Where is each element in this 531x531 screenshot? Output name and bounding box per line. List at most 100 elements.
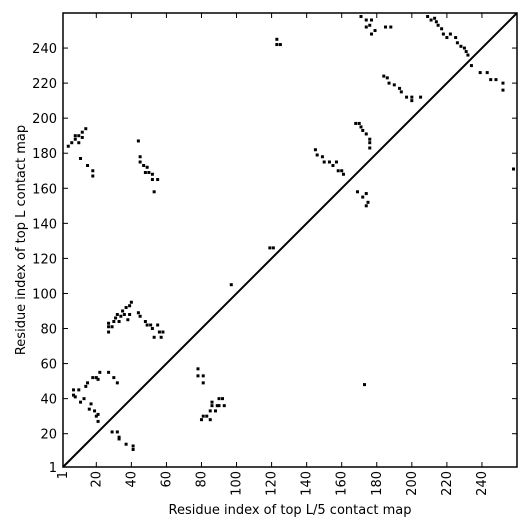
contact-point [315, 153, 319, 157]
contact-point [77, 134, 81, 138]
contact-point [138, 314, 142, 318]
y-tick-label: 220 [32, 77, 57, 92]
contact-point [419, 95, 423, 99]
contact-point [112, 320, 116, 324]
contact-point [364, 132, 368, 136]
contact-point [84, 384, 88, 388]
y-tick-label: 140 [32, 217, 57, 232]
contact-point [217, 404, 221, 408]
contact-point [96, 412, 100, 416]
contact-point [426, 15, 430, 19]
contact-point [201, 381, 205, 385]
contact-point [341, 172, 345, 176]
contact-point [433, 16, 437, 20]
contact-point [107, 325, 111, 329]
contact-point [150, 172, 154, 176]
contact-point [145, 323, 149, 327]
x-tick-label: 200 [405, 471, 420, 496]
contact-point [143, 171, 147, 175]
contact-point [398, 86, 402, 90]
contact-point [107, 321, 111, 325]
contact-point [73, 134, 77, 138]
contact-point [368, 23, 372, 27]
contact-point [91, 169, 95, 173]
contact-point [94, 376, 98, 380]
contact-point [77, 141, 81, 145]
contact-point [331, 164, 335, 168]
contact-point [117, 320, 121, 324]
contact-point [86, 381, 90, 385]
x-tick-label: 80 [194, 471, 209, 488]
contact-point [313, 148, 317, 152]
contact-point [445, 36, 449, 40]
contact-point [399, 90, 403, 94]
contact-point [436, 23, 440, 27]
y-tick-label: 80 [40, 323, 57, 338]
contact-point [361, 128, 365, 132]
contact-point [370, 18, 374, 22]
contact-point [410, 99, 414, 103]
y-tick-label: 20 [40, 428, 57, 443]
contact-point [152, 190, 156, 194]
contact-point [199, 418, 203, 422]
contact-point [448, 32, 452, 36]
contact-point [385, 76, 389, 80]
contact-point [501, 81, 505, 85]
contact-point [77, 388, 81, 392]
contact-point [462, 46, 466, 50]
contact-point [107, 330, 111, 334]
contact-point [150, 178, 154, 182]
contact-point [320, 155, 324, 159]
contact-point [434, 20, 438, 24]
contact-point [361, 195, 365, 199]
x-tick-label: 40 [124, 471, 139, 488]
contact-point [91, 376, 95, 380]
contact-point [384, 25, 388, 29]
contact-point [196, 367, 200, 371]
contact-point [79, 156, 83, 160]
contact-point [142, 164, 146, 168]
contact-point [222, 404, 226, 408]
contact-point [72, 388, 76, 392]
contact-point [364, 192, 368, 196]
contact-point [459, 44, 463, 48]
contact-point [217, 397, 221, 401]
contact-point [205, 414, 209, 418]
contact-point [405, 95, 409, 99]
contact-point [152, 335, 156, 339]
contact-point [145, 165, 149, 169]
plot-frame [62, 12, 518, 468]
x-tick-label: 240 [475, 471, 490, 496]
x-tick-label: 140 [300, 471, 315, 496]
contact-point [392, 83, 396, 87]
contact-point [364, 18, 368, 22]
contact-point [129, 300, 133, 304]
contact-point [93, 409, 97, 413]
contact-point [138, 155, 142, 159]
contact-point [429, 18, 433, 22]
contact-point [327, 160, 331, 164]
contact-point [278, 43, 282, 47]
x-tick-label: 180 [370, 471, 385, 496]
contact-point [322, 160, 326, 164]
contact-point [368, 141, 372, 145]
contact-point [455, 41, 459, 45]
contact-point [357, 121, 361, 125]
contact-point [354, 121, 358, 125]
contact-point [143, 320, 147, 324]
contact-point [89, 402, 93, 406]
contact-point [478, 71, 482, 75]
contact-point [107, 370, 111, 374]
contact-point [161, 330, 165, 334]
contact-point [98, 370, 102, 374]
x-tick-label: 160 [335, 471, 350, 496]
contact-point [86, 164, 90, 168]
contact-point [454, 36, 458, 40]
contact-point [149, 323, 153, 327]
x-tick-label: 60 [159, 471, 174, 488]
y-tick-label: 1 [49, 461, 57, 476]
contact-point [128, 312, 132, 316]
contact-point [79, 400, 83, 404]
y-tick-label: 180 [32, 147, 57, 162]
